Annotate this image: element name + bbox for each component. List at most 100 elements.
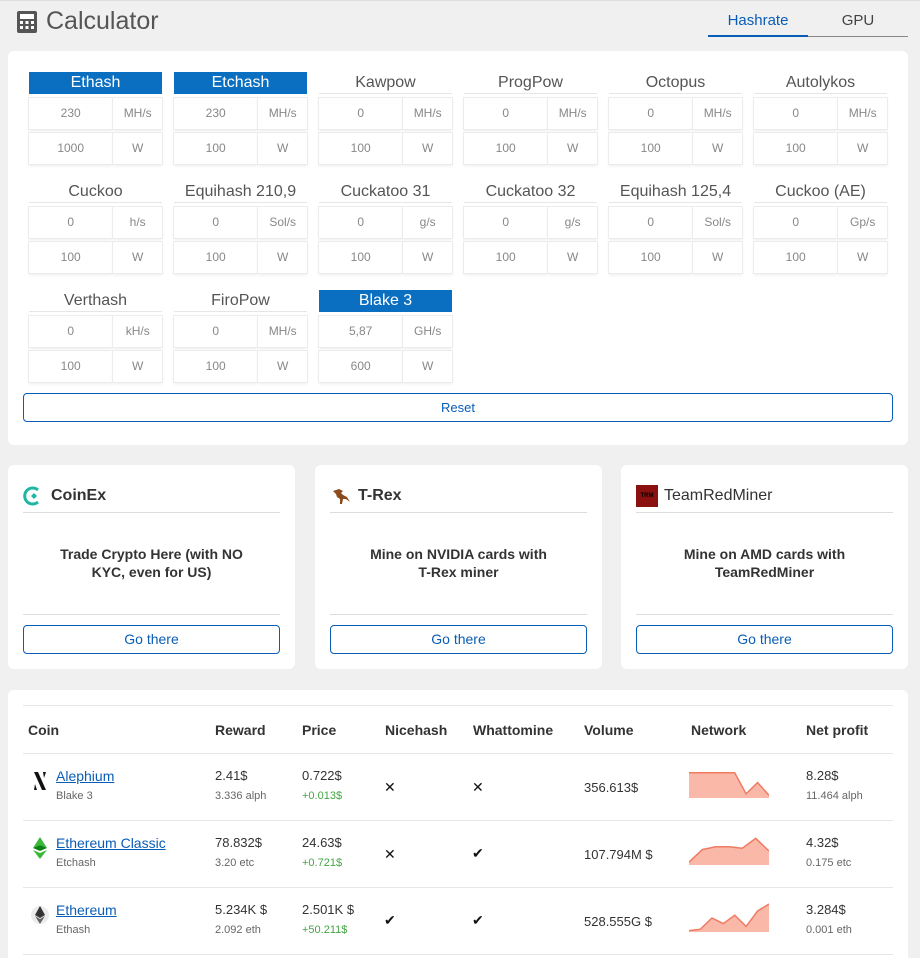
hashrate-input[interactable]: 0 — [754, 98, 838, 129]
algo-toggle[interactable]: Verthash — [29, 290, 162, 312]
power-unit: W — [258, 133, 307, 164]
algo-toggle[interactable]: Cuckatoo 31 — [319, 181, 452, 203]
card-divider — [330, 614, 587, 615]
price-change: +0.013$ — [302, 790, 343, 802]
reset-button[interactable]: Reset — [23, 393, 893, 422]
algo-toggle[interactable]: Cuckoo — [29, 181, 162, 203]
algo-equihash-125-4: Equihash 125,4 0 Sol/s 100 W — [609, 181, 742, 273]
tab-hashrate[interactable]: Hashrate — [708, 11, 808, 37]
card-divider — [636, 614, 893, 615]
power-input[interactable]: 100 — [464, 133, 548, 164]
power-input[interactable]: 100 — [754, 242, 838, 273]
algo-toggle[interactable]: FiroPow — [174, 290, 307, 312]
tabs: Hashrate GPU — [708, 11, 908, 37]
header-net-profit[interactable]: Net profit — [806, 722, 869, 738]
reward-sub: 3.336 alph — [215, 790, 267, 802]
algo-toggle[interactable]: Equihash 125,4 — [609, 181, 742, 203]
hashrate-unit: MH/s — [548, 98, 597, 129]
algo-toggle[interactable]: Etchash — [174, 72, 307, 94]
algo-toggle[interactable]: Ethash — [29, 72, 162, 94]
hashrate-input[interactable]: 0 — [464, 98, 548, 129]
hashrate-input[interactable]: 0 — [174, 207, 258, 238]
hashrate-input[interactable]: 0 — [319, 207, 403, 238]
card-brand: T-Rex — [358, 486, 402, 504]
power-input[interactable]: 600 — [319, 351, 403, 382]
power-input[interactable]: 100 — [319, 133, 403, 164]
hashrate-input[interactable]: 0 — [754, 207, 838, 238]
algo-toggle[interactable]: Cuckoo (AE) — [754, 181, 887, 203]
header-reward[interactable]: Reward — [215, 722, 266, 738]
sparkline-area — [689, 772, 769, 798]
power-input[interactable]: 100 — [174, 133, 258, 164]
algo-toggle[interactable]: Cuckatoo 32 — [464, 181, 597, 203]
power-input[interactable]: 100 — [29, 242, 113, 273]
power-input[interactable]: 100 — [174, 351, 258, 382]
check-icon: ✔ — [472, 912, 484, 928]
alephium-icon — [34, 772, 46, 790]
hashrate-input[interactable]: 0 — [174, 316, 258, 347]
hashrate-row: 0 g/s — [319, 207, 452, 238]
header-network[interactable]: Network — [691, 722, 747, 738]
hashrate-input[interactable]: 0 — [29, 207, 113, 238]
hashrate-input[interactable]: 230 — [174, 98, 258, 129]
algo-toggle[interactable]: Kawpow — [319, 72, 452, 94]
power-row: 100 W — [464, 133, 597, 164]
calculator-icon — [17, 10, 37, 33]
title-wrap: Calculator — [16, 7, 159, 36]
price-value: 0.722$ — [302, 768, 342, 783]
power-row: 1000 W — [29, 133, 162, 164]
power-input[interactable]: 100 — [754, 133, 838, 164]
hashrate-input[interactable]: 5,87 — [319, 316, 403, 347]
hashrate-row: 0 kH/s — [29, 316, 162, 347]
go-there-button[interactable]: Go there — [636, 625, 893, 654]
algo-toggle[interactable]: ProgPow — [464, 72, 597, 94]
power-unit: W — [403, 242, 452, 273]
card-divider — [23, 614, 280, 615]
power-row: 100 W — [464, 242, 597, 273]
power-input[interactable]: 100 — [609, 242, 693, 273]
hashrate-input[interactable]: 0 — [319, 98, 403, 129]
coin-link[interactable]: Ethereum Classic — [56, 835, 166, 851]
hashrate-input[interactable]: 230 — [29, 98, 113, 129]
card-text-line: T-Rex miner — [418, 564, 499, 580]
header-price[interactable]: Price — [302, 722, 337, 738]
card-text: Mine on AMD cards with TeamRedMiner — [661, 545, 868, 581]
hashrate-input[interactable]: 0 — [29, 316, 113, 347]
go-there-button[interactable]: Go there — [330, 625, 587, 654]
table-row: Ethereum Ethash 5.234K $ 2.092 eth 2.501… — [23, 888, 893, 955]
power-input[interactable]: 100 — [464, 242, 548, 273]
price-value: 24.63$ — [302, 835, 342, 850]
header-whattomine[interactable]: Whattomine — [473, 722, 554, 738]
tab-gpu[interactable]: GPU — [841, 12, 875, 29]
hashrate-input[interactable]: 0 — [464, 207, 548, 238]
power-row: 600 W — [319, 351, 452, 382]
power-input[interactable]: 1000 — [29, 133, 113, 164]
hashrate-input[interactable]: 0 — [609, 98, 693, 129]
algo-toggle[interactable]: Octopus — [609, 72, 742, 94]
coin-link[interactable]: Alephium — [56, 768, 115, 784]
power-input[interactable]: 100 — [174, 242, 258, 273]
cross-icon: ✕ — [384, 846, 396, 862]
header-coin[interactable]: Coin — [28, 722, 60, 738]
algo-toggle[interactable]: Blake 3 — [319, 290, 452, 312]
power-unit: W — [693, 133, 742, 164]
sparkline-line — [689, 772, 769, 796]
sparkline-area — [689, 904, 769, 932]
network-sparkline — [689, 903, 769, 932]
algo-toggle[interactable]: Autolykos — [754, 72, 887, 94]
power-input[interactable]: 100 — [29, 351, 113, 382]
coin-link[interactable]: Ethereum — [56, 902, 117, 918]
header-nicehash[interactable]: Nicehash — [385, 722, 448, 738]
header-volume[interactable]: Volume — [584, 722, 634, 738]
hashrate-unit: MH/s — [113, 98, 162, 129]
promo-card-coinex: CoinEx Trade Crypto Here (with NO KYC, e… — [8, 465, 295, 669]
go-there-button[interactable]: Go there — [23, 625, 280, 654]
algo-toggle[interactable]: Equihash 210,9 — [174, 181, 307, 203]
hashrate-input[interactable]: 0 — [609, 207, 693, 238]
power-input[interactable]: 100 — [609, 133, 693, 164]
power-unit: W — [113, 351, 162, 382]
power-input[interactable]: 100 — [319, 242, 403, 273]
hashrate-unit: g/s — [403, 207, 452, 238]
hashrate-unit: MH/s — [403, 98, 452, 129]
network-sparkline — [689, 772, 769, 798]
